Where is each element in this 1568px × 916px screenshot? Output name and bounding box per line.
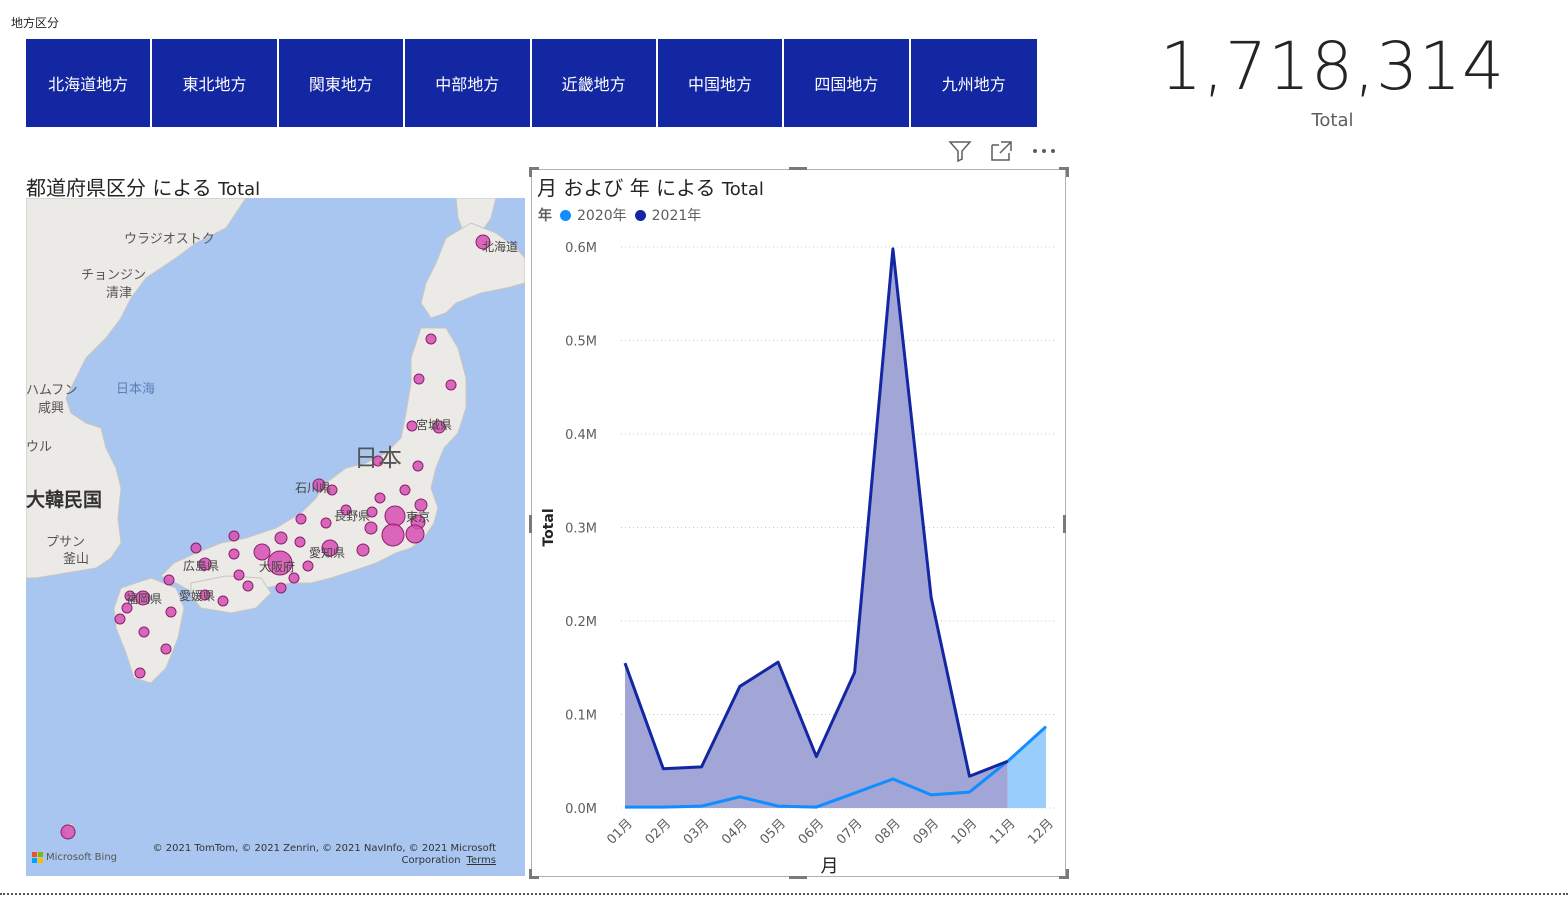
slicer-title: 地方区分: [11, 16, 60, 30]
slicer-item-kinki[interactable]: 近畿地方: [531, 39, 658, 127]
x-tick-label: 06月: [796, 816, 827, 847]
y-axis-title: Total: [541, 508, 557, 546]
y-tick-label: 0.1M: [565, 709, 597, 724]
y-tick-label: 0.3M: [565, 522, 597, 537]
slicer-item-chugoku[interactable]: 中国地方: [657, 39, 785, 127]
map-label-korea: 大韓民国: [26, 489, 103, 511]
map-terms-link[interactable]: Terms: [466, 855, 496, 866]
slicer-item-tohoku[interactable]: 東北地方: [152, 39, 279, 127]
map-label-hamhung-kanji: 咸興: [38, 401, 65, 416]
map-label-fukuoka: 福岡県: [126, 592, 163, 606]
line-2020: [625, 725, 1048, 809]
legend-marker-2020: [560, 209, 571, 221]
map-label-vladivostok: ウラジオストク: [124, 232, 215, 247]
map-label-hiroshima: 広島県: [183, 559, 220, 573]
slicer-item-hokkaido[interactable]: 北海道地方: [26, 39, 153, 127]
resize-handle-tr[interactable]: [1059, 167, 1069, 170]
legend-marker-2021: [634, 209, 646, 221]
map-label-busan-kanji: 釜山: [63, 552, 90, 567]
resize-handle-left[interactable]: [529, 515, 532, 533]
resize-handle-right[interactable]: [1063, 515, 1066, 533]
more-options-icon[interactable]: [1030, 139, 1058, 163]
total-card-label: Total: [1311, 110, 1354, 131]
area-2021: [625, 248, 1008, 808]
area-2020: [1007, 726, 1046, 808]
resize-handle-top[interactable]: [789, 167, 807, 170]
visual-header: [946, 138, 1066, 164]
map-label-hokkaido: 北海道: [482, 240, 519, 254]
x-tick-label: 10月: [949, 816, 980, 847]
resize-handle-tl[interactable]: [529, 167, 539, 170]
y-tick-label: 0.0M: [565, 802, 597, 817]
chart-title-prefix: 月 および 年 による: [537, 176, 722, 200]
chart-title-measure: Total: [721, 179, 764, 200]
slicer-item-kanto[interactable]: 関東地方: [278, 39, 406, 127]
resize-handle-bottom[interactable]: [789, 876, 807, 879]
map-title: 都道府県区分 による Total: [26, 172, 260, 201]
x-tick-label: 11月: [987, 816, 1018, 847]
japan-map[interactable]: ウラジオストク チョンジン 清津 ハムフン 咸興 ウル プサン 釜山 日本海 大…: [26, 198, 525, 876]
chart-title: 月 および 年 による Total: [537, 172, 764, 201]
map-label-ehime: 愛媛県: [179, 589, 216, 603]
focus-mode-icon[interactable]: [988, 139, 1016, 163]
legend-item-2021[interactable]: 2021年: [651, 208, 702, 224]
x-axis-title: 月: [821, 856, 839, 877]
y-tick-label: 0.5M: [565, 335, 597, 350]
filter-icon[interactable]: [946, 139, 974, 163]
map-label-tokyo: 東京: [406, 510, 431, 524]
map-label-osaka: 大阪府: [259, 560, 296, 574]
x-tick-label: 03月: [681, 816, 712, 847]
x-tick-label: 04月: [719, 816, 750, 847]
resize-handle-br-v[interactable]: [1066, 869, 1069, 879]
resize-handle-bl[interactable]: [529, 876, 539, 879]
map-label-sea-of-japan: 日本海: [116, 382, 156, 397]
map-attribution: © 2021 TomTom, © 2021 Zenrin, © 2021 Nav…: [116, 843, 496, 867]
x-tick-label: 05月: [757, 816, 788, 847]
map-attribution-text: © 2021 TomTom, © 2021 Zenrin, © 2021 Nav…: [152, 843, 496, 866]
map-label-hamhung: ハムフン: [26, 383, 78, 398]
region-slicer: 北海道地方 東北地方 関東地方 中部地方 近畿地方 中国地方 四国地方 九州地方: [26, 39, 1037, 127]
map-label-chongjin: チョンジン: [81, 268, 147, 283]
slicer-item-chubu[interactable]: 中部地方: [405, 39, 532, 127]
chart-legend: 年 2020年 2021年: [538, 205, 701, 225]
resize-handle-tr-v[interactable]: [1066, 167, 1069, 177]
bing-logo: Microsoft Bing: [32, 852, 117, 863]
total-card-value: 1,718,314: [1160, 28, 1505, 105]
map-provider: Microsoft Bing: [46, 852, 118, 863]
page-bottom-border: [0, 893, 1568, 895]
y-tick-label: 0.6M: [565, 241, 597, 256]
resize-handle-br[interactable]: [1059, 876, 1069, 879]
y-tick-label: 0.2M: [565, 615, 597, 630]
legend-title: 年: [538, 208, 552, 224]
slicer-item-kyushu[interactable]: 九州地方: [910, 39, 1037, 127]
x-tick-label: 07月: [834, 816, 865, 847]
line-2021: [623, 247, 1009, 778]
map-title-measure: Total: [218, 179, 261, 200]
map-label-aichi: 愛知県: [309, 546, 346, 560]
x-tick-label: 09月: [911, 816, 942, 847]
y-tick-label: 0.4M: [565, 428, 597, 443]
map-label-chongjin-kanji: 清津: [106, 286, 133, 301]
map-title-prefix: 都道府県区分 による: [26, 176, 219, 200]
map-label-nagano: 長野県: [334, 509, 371, 523]
x-tick-label: 02月: [643, 816, 674, 847]
map-label-busan: プサン: [46, 535, 86, 550]
x-tick-label: 01月: [604, 816, 635, 847]
slicer-item-shikoku[interactable]: 四国地方: [784, 39, 911, 127]
map-label-ishikawa: 石川県: [295, 481, 332, 495]
map-base: [26, 198, 525, 876]
resize-handle-tl-v[interactable]: [529, 167, 532, 177]
x-tick-label: 08月: [872, 816, 903, 847]
x-tick-label: 12月: [1025, 816, 1056, 847]
map-label-miyagi: 宮城県: [416, 418, 453, 432]
legend-item-2020[interactable]: 2020年: [577, 208, 627, 224]
map-label-seoul: ウル: [26, 440, 53, 455]
resize-handle-bl-v[interactable]: [529, 869, 532, 879]
map-label-japan: 日本: [354, 444, 402, 472]
microsoft-logo-icon: [32, 852, 43, 863]
